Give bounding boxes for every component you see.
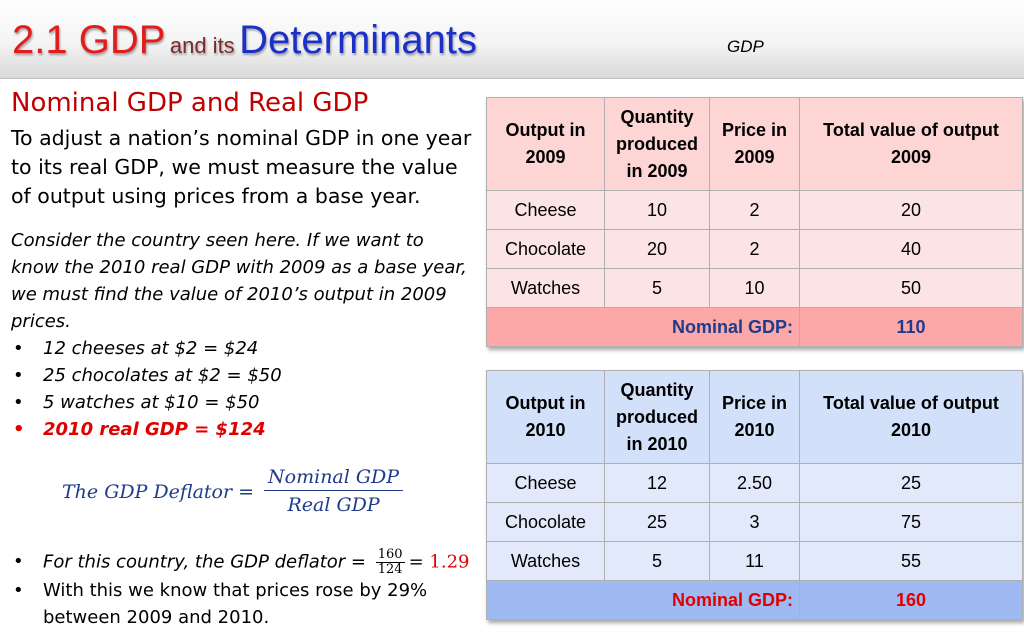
col-header: Price in 2010 — [709, 370, 800, 464]
deflator-value: 1.29 — [429, 551, 470, 573]
left-text-column: Nominal GDP and Real GDP To adjust a nat… — [11, 88, 477, 443]
table-row: Chocolate 20 2 40 — [486, 229, 1023, 269]
table-row: Watches 5 10 50 — [486, 268, 1023, 308]
deflator-fraction: 160 124 — [375, 547, 405, 577]
section-tag: GDP — [727, 37, 764, 56]
col-header: Output in 2010 — [486, 370, 605, 464]
formula-lhs: The GDP Deflator = — [62, 480, 255, 503]
col-header: Total value of output 2009 — [799, 97, 1023, 191]
table-row: Watches 5 11 55 — [486, 541, 1023, 581]
table-row: Chocolate 25 3 75 — [486, 502, 1023, 542]
total-label: Nominal GDP: — [486, 307, 800, 347]
col-header: Price in 2009 — [709, 97, 800, 191]
table-row: Cheese 12 2.50 25 — [486, 463, 1023, 503]
title-and-its: and its — [169, 33, 235, 58]
total-row: Nominal GDP: 160 — [486, 580, 1023, 620]
list-item: 12 cheeses at $2 = $24 — [11, 335, 477, 362]
deflator-line: For this country, the GDP deflator = 160… — [11, 548, 481, 577]
title-determinants: Determinants — [239, 18, 478, 62]
total-value: 110 — [799, 307, 1023, 347]
formula-numerator: Nominal GDP — [264, 464, 404, 491]
intro-paragraph: To adjust a nation’s nominal GDP in one … — [11, 126, 472, 208]
table-row: Cheese 10 2 20 — [486, 190, 1023, 230]
total-label: Nominal GDP: — [486, 580, 800, 620]
col-header: Quantity produced in 2009 — [604, 97, 710, 191]
conclusion-text: With this we know that prices rose by 29… — [11, 577, 481, 631]
subheading: Nominal GDP and Real GDP — [11, 88, 369, 118]
slide-header: 2.1 GDP and its Determinants GDP — [0, 0, 1024, 79]
formula-fraction: Nominal GDP Real GDP — [264, 464, 404, 519]
list-item: 5 watches at $10 = $50 — [11, 389, 477, 416]
total-row: Nominal GDP: 110 — [486, 307, 1023, 347]
total-value: 160 — [799, 580, 1023, 620]
col-header: Output in 2009 — [486, 97, 605, 191]
title-gdp: 2.1 GDP — [12, 18, 166, 62]
table-2009: Output in 2009 Quantity produced in 2009… — [486, 97, 1023, 347]
real-gdp-result: 2010 real GDP = $124 — [11, 416, 477, 443]
example-paragraph: Consider the country seen here. If we wa… — [11, 230, 467, 332]
formula-denominator: Real GDP — [287, 494, 380, 516]
conclusion-list: For this country, the GDP deflator = 160… — [11, 548, 481, 631]
calculation-list: 12 cheeses at $2 = $24 25 chocolates at … — [11, 335, 477, 443]
deflator-formula: The GDP Deflator = Nominal GDP Real GDP — [62, 464, 404, 519]
table-2010: Output in 2010 Quantity produced in 2010… — [486, 370, 1023, 620]
col-header: Quantity produced in 2010 — [604, 370, 710, 464]
list-item: 25 chocolates at $2 = $50 — [11, 362, 477, 389]
col-header: Total value of output 2010 — [799, 370, 1023, 464]
slide-title: 2.1 GDP and its Determinants — [12, 18, 477, 63]
